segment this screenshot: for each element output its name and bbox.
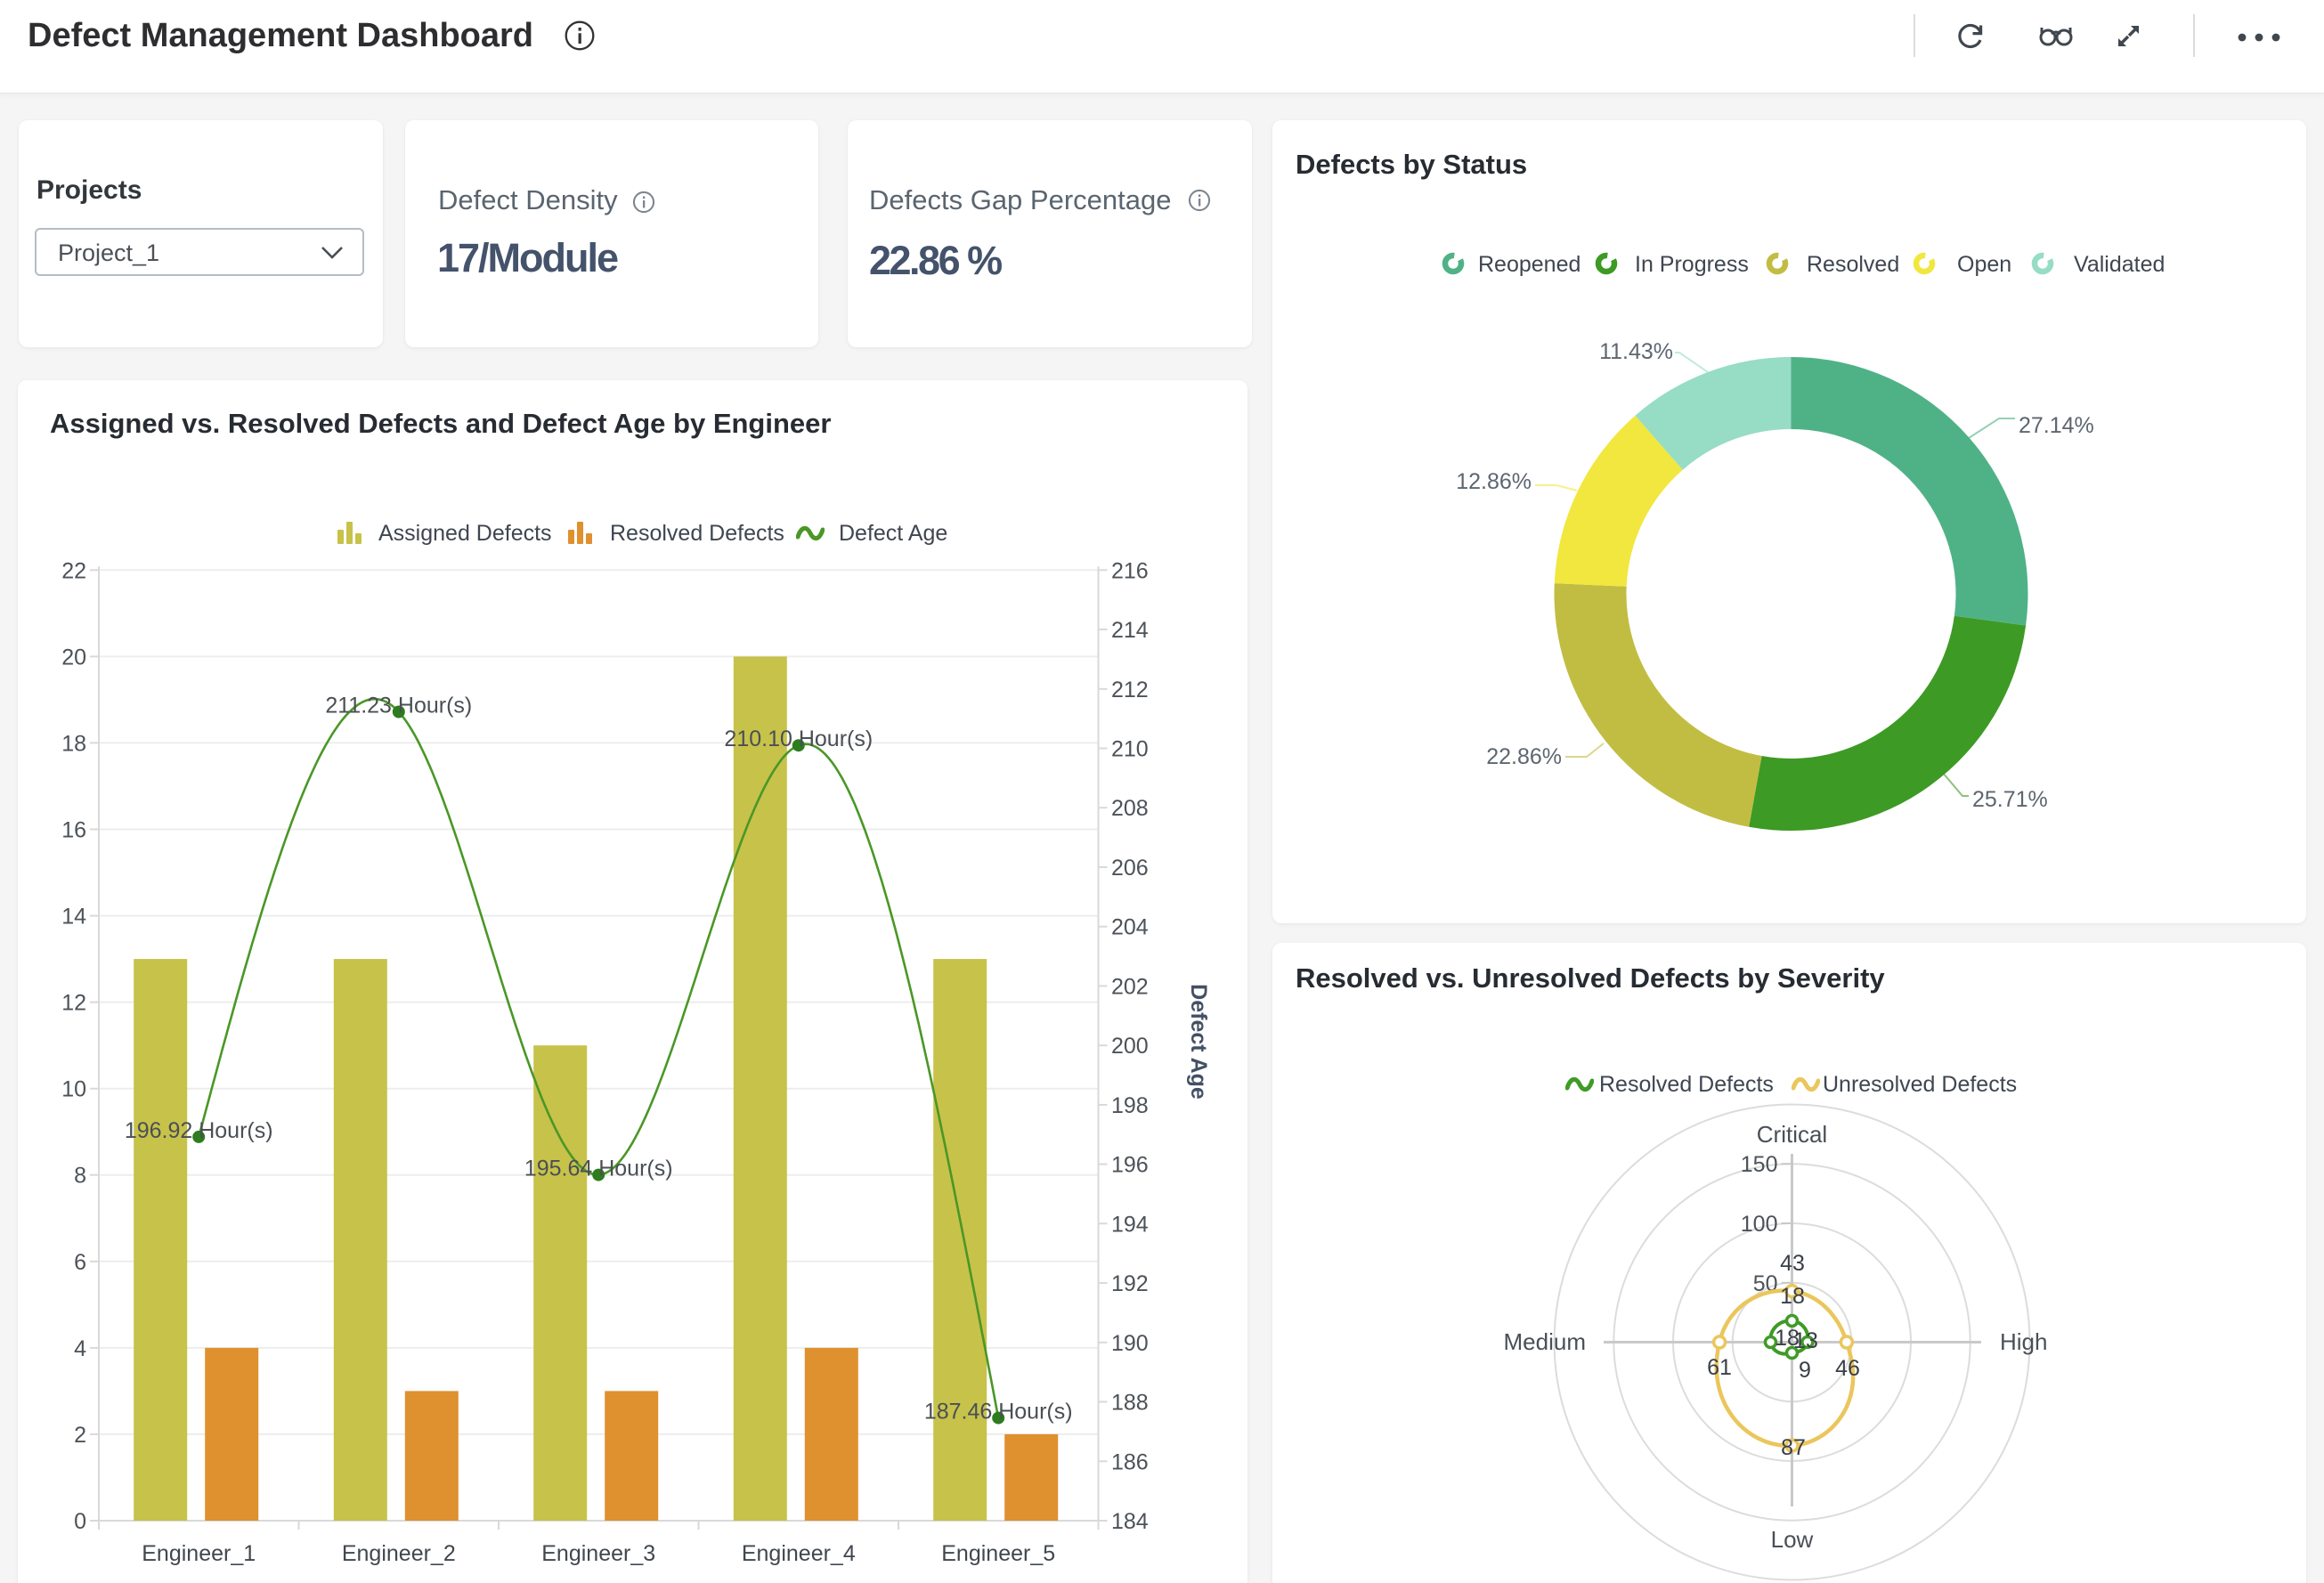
- svg-text:8: 8: [74, 1164, 86, 1189]
- svg-text:13: 13: [1793, 1328, 1818, 1353]
- svg-text:10: 10: [61, 1077, 86, 1102]
- svg-text:0: 0: [74, 1509, 86, 1534]
- svg-text:210.10 Hour(s): 210.10 Hour(s): [724, 727, 873, 751]
- svg-text:Engineer_3: Engineer_3: [541, 1541, 655, 1566]
- svg-text:211.23 Hour(s): 211.23 Hour(s): [325, 694, 472, 718]
- svg-text:206: 206: [1111, 856, 1149, 881]
- svg-text:186: 186: [1111, 1449, 1149, 1474]
- svg-text:200: 200: [1111, 1034, 1149, 1059]
- svg-text:Engineer_4: Engineer_4: [742, 1541, 856, 1566]
- svg-text:25.71%: 25.71%: [1972, 787, 2048, 812]
- svg-text:18: 18: [61, 731, 86, 756]
- svg-text:195.64 Hour(s): 195.64 Hour(s): [524, 1157, 673, 1181]
- svg-text:214: 214: [1111, 618, 1149, 643]
- svg-text:22: 22: [61, 558, 86, 583]
- svg-text:14: 14: [61, 905, 86, 930]
- svg-text:Engineer_1: Engineer_1: [142, 1541, 256, 1566]
- svg-text:Engineer_5: Engineer_5: [941, 1541, 1055, 1566]
- svg-text:4: 4: [74, 1336, 86, 1361]
- svg-text:Defect Age: Defect Age: [1186, 984, 1211, 1100]
- svg-text:198: 198: [1111, 1093, 1149, 1118]
- svg-text:190: 190: [1111, 1331, 1149, 1356]
- svg-text:22.86%: 22.86%: [1486, 744, 1562, 769]
- svg-text:194: 194: [1111, 1212, 1149, 1237]
- svg-text:18: 18: [1775, 1326, 1800, 1351]
- svg-text:61: 61: [1707, 1355, 1732, 1380]
- svg-text:208: 208: [1111, 796, 1149, 821]
- svg-text:184: 184: [1111, 1509, 1149, 1534]
- svg-text:188: 188: [1111, 1391, 1149, 1416]
- svg-text:196.92 Hour(s): 196.92 Hour(s): [125, 1118, 273, 1143]
- svg-text:6: 6: [74, 1250, 86, 1275]
- svg-text:20: 20: [61, 645, 86, 670]
- svg-text:192: 192: [1111, 1271, 1149, 1296]
- svg-text:210: 210: [1111, 737, 1149, 762]
- svg-text:Low: Low: [1771, 1526, 1814, 1553]
- svg-text:12.86%: 12.86%: [1456, 469, 1532, 494]
- svg-text:150: 150: [1741, 1152, 1778, 1177]
- svg-text:216: 216: [1111, 558, 1149, 583]
- svg-text:High: High: [2000, 1328, 2047, 1355]
- svg-text:46: 46: [1835, 1356, 1860, 1381]
- svg-text:18: 18: [1780, 1284, 1805, 1309]
- svg-text:Critical: Critical: [1757, 1121, 1827, 1148]
- svg-text:12: 12: [61, 991, 86, 1016]
- svg-text:202: 202: [1111, 974, 1149, 999]
- svg-text:212: 212: [1111, 678, 1149, 702]
- svg-text:27.14%: 27.14%: [2019, 413, 2094, 438]
- svg-text:Engineer_2: Engineer_2: [342, 1541, 456, 1566]
- svg-text:43: 43: [1780, 1251, 1805, 1276]
- svg-text:2: 2: [74, 1423, 86, 1448]
- svg-text:16: 16: [61, 818, 86, 843]
- svg-text:87: 87: [1781, 1435, 1806, 1460]
- svg-text:196: 196: [1111, 1153, 1149, 1178]
- svg-text:11.43%: 11.43%: [1599, 339, 1673, 364]
- svg-text:100: 100: [1741, 1212, 1778, 1237]
- svg-text:187.46 Hour(s): 187.46 Hour(s): [924, 1400, 1073, 1425]
- svg-text:204: 204: [1111, 915, 1149, 940]
- svg-text:Medium: Medium: [1504, 1328, 1586, 1355]
- svg-text:9: 9: [1799, 1358, 1811, 1383]
